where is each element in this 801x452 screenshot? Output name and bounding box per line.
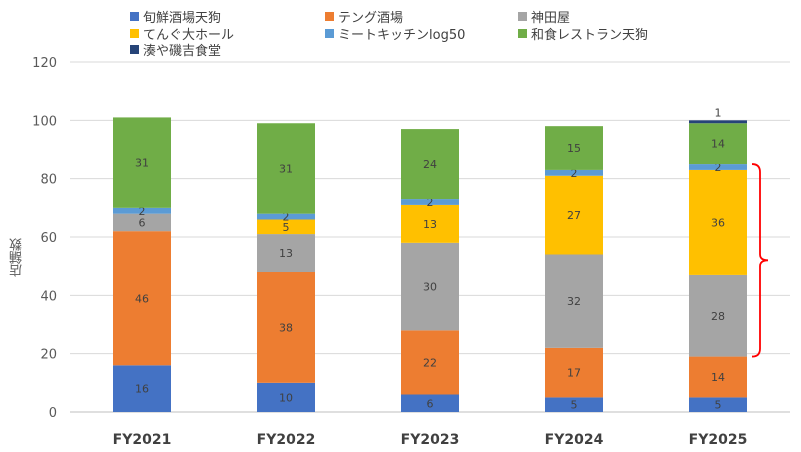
bar-segment bbox=[257, 234, 315, 272]
legend-label: 神田屋 bbox=[531, 11, 571, 26]
bar-segment bbox=[689, 356, 747, 398]
data-label: 2 bbox=[571, 167, 578, 180]
legend-swatch bbox=[130, 12, 139, 21]
legend-item: テング酒場 bbox=[325, 7, 403, 26]
legend-swatch bbox=[518, 12, 527, 21]
data-label: 17 bbox=[567, 367, 581, 380]
x-tick-label: FY2023 bbox=[401, 432, 460, 448]
legend-label: テング酒場 bbox=[338, 11, 404, 26]
bar-segment bbox=[257, 382, 315, 412]
bar-segment bbox=[689, 164, 747, 170]
bar-segment bbox=[545, 254, 603, 348]
y-tick-label: 80 bbox=[40, 173, 57, 188]
bar-segment bbox=[113, 213, 171, 232]
legend-item: 和食レストラン天狗 bbox=[518, 24, 648, 43]
bar-segment bbox=[689, 120, 747, 124]
bar-segment bbox=[113, 365, 171, 412]
data-label: 38 bbox=[279, 321, 293, 334]
bar-segment bbox=[401, 199, 459, 205]
bar-segment bbox=[401, 129, 459, 200]
bar-segment bbox=[401, 242, 459, 331]
data-label: 1 bbox=[715, 106, 722, 119]
data-label: 32 bbox=[567, 295, 581, 308]
legend-swatch bbox=[518, 29, 527, 38]
legend-item: ミートキッチンlog50 bbox=[325, 24, 465, 43]
bar-segment bbox=[689, 274, 747, 357]
data-label: 14 bbox=[711, 371, 725, 384]
data-label: 30 bbox=[423, 281, 437, 294]
y-tick-label: 100 bbox=[32, 114, 57, 129]
bar-segment bbox=[113, 207, 171, 214]
x-tick-label: FY2025 bbox=[689, 432, 748, 448]
data-label: 36 bbox=[711, 216, 725, 229]
legend-label: 湊や磯吉食堂 bbox=[143, 44, 222, 59]
bar-segment bbox=[257, 213, 315, 220]
y-tick-label: 120 bbox=[32, 56, 57, 71]
data-label: 27 bbox=[567, 209, 581, 222]
legend-label: 旬鮮酒場天狗 bbox=[143, 11, 222, 26]
data-label: 24 bbox=[423, 158, 437, 171]
y-tick-label: 40 bbox=[40, 289, 57, 304]
data-label: 14 bbox=[711, 138, 725, 151]
bar-segment bbox=[545, 126, 603, 170]
legend-swatch bbox=[130, 45, 139, 54]
legend-item: 湊や磯吉食堂 bbox=[130, 40, 221, 59]
legend-label: ミートキッチンlog50 bbox=[338, 28, 466, 43]
data-label: 31 bbox=[279, 162, 293, 175]
data-label: 10 bbox=[279, 391, 293, 404]
legend-item: てんぐ大ホール bbox=[130, 24, 234, 43]
data-label: 28 bbox=[711, 310, 725, 323]
legend-item: 神田屋 bbox=[518, 7, 570, 26]
legend-swatch bbox=[325, 29, 334, 38]
bar-segment bbox=[401, 204, 459, 243]
data-label: 2 bbox=[427, 196, 434, 209]
bar-segment bbox=[689, 169, 747, 275]
data-label: 5 bbox=[715, 399, 722, 412]
bar-segment bbox=[545, 347, 603, 398]
data-label: 6 bbox=[427, 397, 434, 410]
data-label: 5 bbox=[571, 399, 578, 412]
legend-label: てんぐ大ホール bbox=[143, 28, 235, 43]
legend-label: 和食レストラン天狗 bbox=[531, 28, 649, 43]
data-label: 16 bbox=[135, 383, 149, 396]
legend: 旬鮮酒場天狗 テング酒場 神田屋 てんぐ大ホール ミートキッチンlog50 和食… bbox=[0, 0, 801, 60]
x-tick-label: FY2021 bbox=[113, 432, 172, 448]
legend-swatch bbox=[130, 29, 139, 38]
data-label: 2 bbox=[715, 161, 722, 174]
bar-segment bbox=[113, 231, 171, 366]
bar-segment bbox=[113, 117, 171, 208]
bar-segment bbox=[257, 123, 315, 214]
data-label: 46 bbox=[135, 292, 149, 305]
data-label: 2 bbox=[139, 205, 146, 218]
data-label: 13 bbox=[423, 218, 437, 231]
data-label: 5 bbox=[283, 221, 290, 234]
legend-item: 旬鮮酒場天狗 bbox=[130, 7, 221, 26]
y-tick-label: 60 bbox=[40, 231, 57, 246]
x-tick-label: FY2024 bbox=[545, 432, 604, 448]
x-tick-label: FY2022 bbox=[257, 432, 316, 448]
bracket-annotation bbox=[751, 163, 769, 358]
bar-segment bbox=[689, 123, 747, 165]
bar-segment bbox=[545, 169, 603, 176]
y-tick-label: 20 bbox=[40, 348, 57, 363]
bar-segment bbox=[401, 330, 459, 395]
bar-segment bbox=[257, 219, 315, 235]
data-label: 2 bbox=[283, 211, 290, 224]
y-tick-label: 0 bbox=[49, 406, 57, 421]
bar-segment bbox=[401, 394, 459, 412]
data-label: 22 bbox=[423, 356, 437, 369]
data-label: 13 bbox=[279, 247, 293, 260]
legend-swatch bbox=[325, 12, 334, 21]
bar-segment bbox=[545, 175, 603, 255]
data-label: 15 bbox=[567, 142, 581, 155]
data-label: 6 bbox=[139, 216, 146, 229]
bar-segment bbox=[689, 397, 747, 412]
bar-segment bbox=[257, 272, 315, 383]
data-label: 31 bbox=[135, 157, 149, 170]
bar-segment bbox=[545, 397, 603, 412]
